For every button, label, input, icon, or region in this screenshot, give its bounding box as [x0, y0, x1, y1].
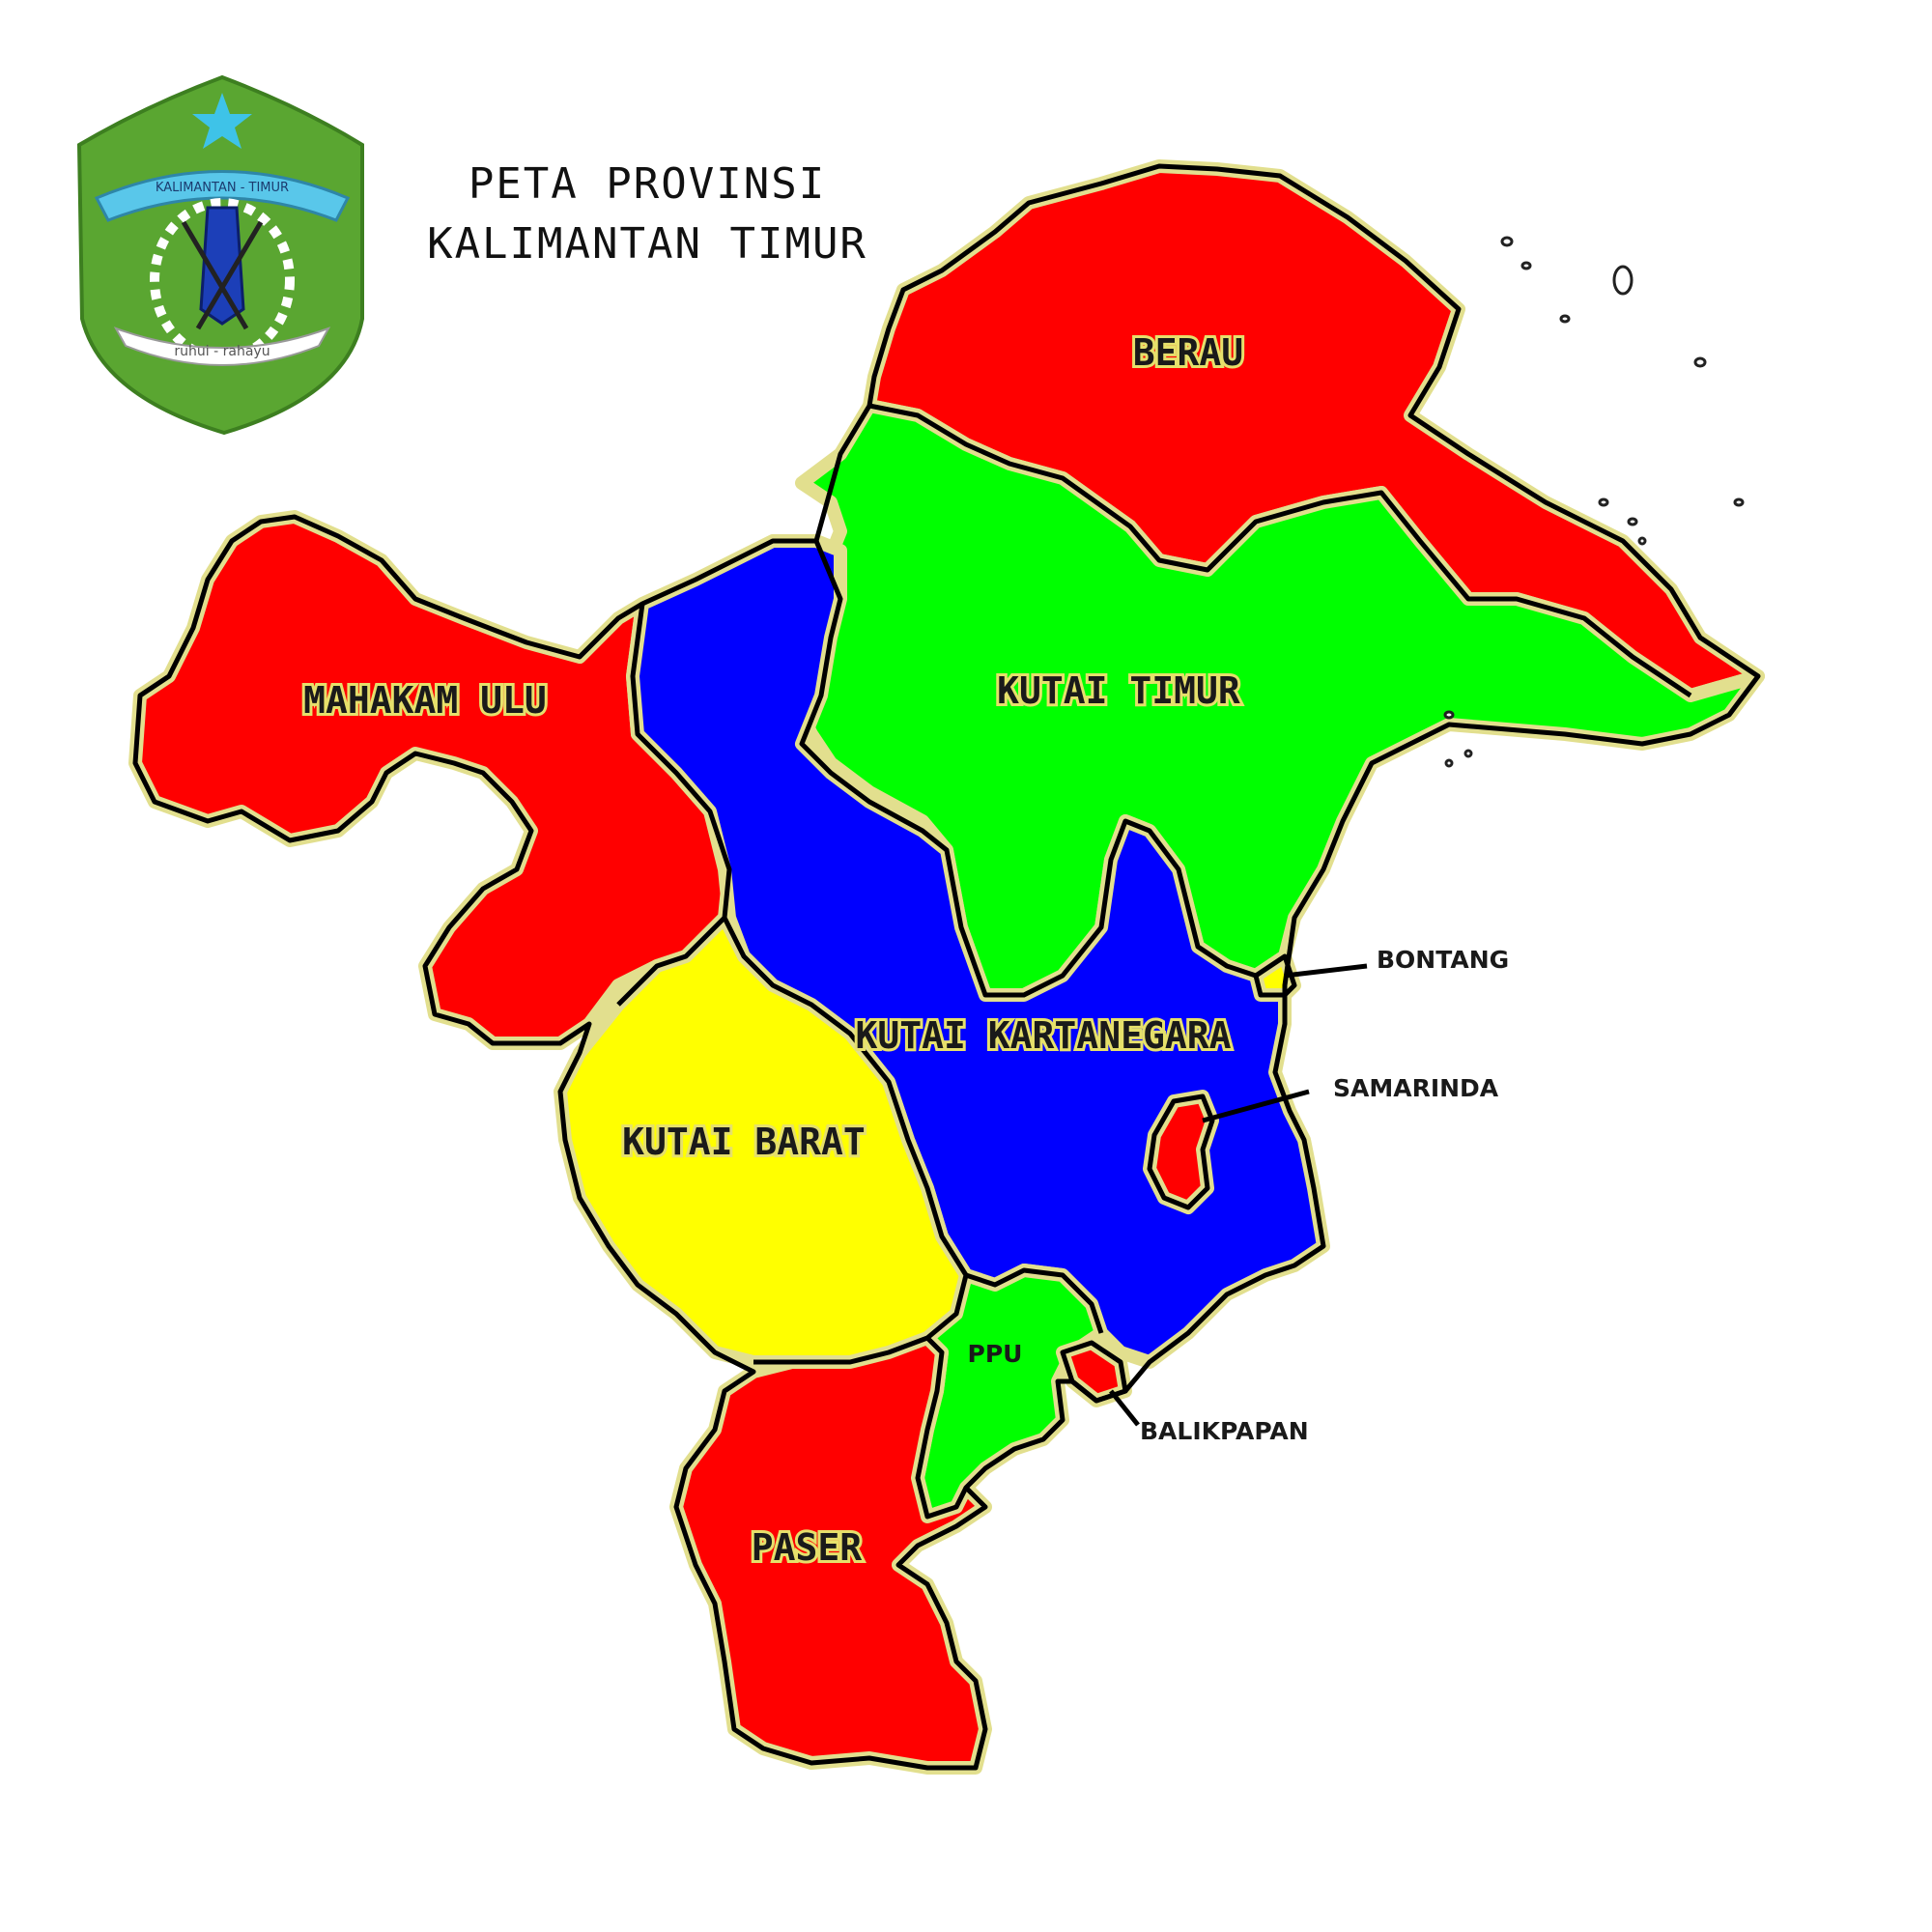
label-kutai-barat: KUTAI BARAT — [622, 1121, 866, 1163]
map-title: PETA PROVINSI KALIMANTAN TIMUR — [406, 155, 889, 274]
label-paser: PASER — [752, 1526, 863, 1569]
map-title-line2: KALIMANTAN TIMUR — [427, 219, 867, 269]
label-balikpapan: BALIKPAPAN — [1140, 1417, 1309, 1445]
label-berau: BERAU — [1133, 331, 1243, 374]
leader-samarinda — [1202, 1089, 1310, 1123]
label-samarinda: SAMARINDA — [1333, 1074, 1499, 1102]
label-mahakam-ulu: MAHAKAM ULU — [303, 679, 547, 722]
islands — [1443, 236, 1745, 768]
label-kutai-kartanegara: KUTAI KARTANEGARA — [856, 1014, 1232, 1057]
region-mahakam-ulu[interactable] — [128, 510, 736, 1050]
leader-bontang — [1284, 963, 1368, 979]
map-title-line1: PETA PROVINSI — [468, 159, 827, 209]
label-ppu: PPU — [968, 1340, 1023, 1368]
label-bontang: BONTANG — [1377, 946, 1509, 974]
leader-balikpapan — [1109, 1389, 1140, 1427]
label-kutai-timur: KUTAI TIMUR — [997, 669, 1240, 712]
